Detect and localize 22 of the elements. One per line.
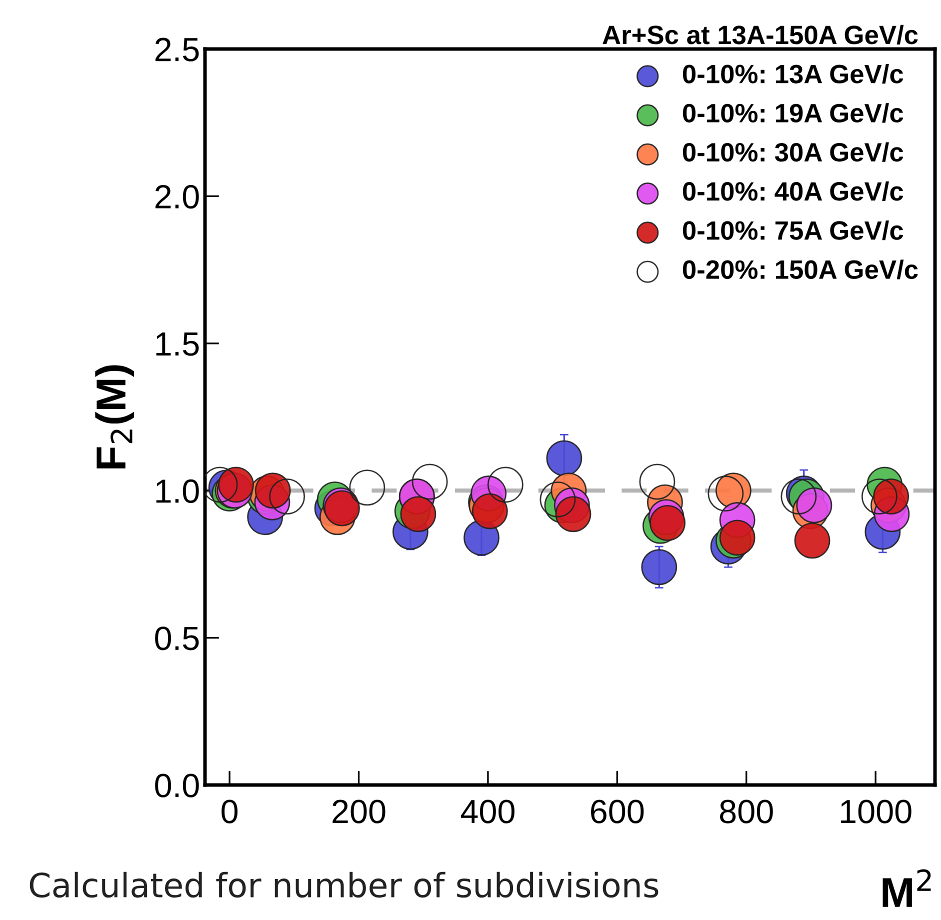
x-tick-label: 600 <box>591 800 644 824</box>
y-tick-label: 0.0 <box>155 774 199 798</box>
y-tick-label: 1.5 <box>156 332 199 356</box>
legend-label: 0-10%: 19A GeV/c <box>682 103 904 123</box>
legend-label: 0-10%: 30A GeV/c <box>682 142 904 162</box>
y-tick-label: 2.5 <box>155 38 199 62</box>
legend-label: 0-10%: 40A GeV/c <box>682 181 904 202</box>
y-axis-title: F$_{2}$(M) <box>95 365 134 468</box>
legend-label: 0-20%: 150A GeV/c <box>682 260 918 280</box>
legend-label: 0-10%: 13A GeV/c <box>682 64 904 84</box>
x-tick-label: 1000 <box>841 800 912 824</box>
x-tick-label: 400 <box>460 800 514 824</box>
y-tick-label: 0.5 <box>155 626 199 650</box>
x-tick-label: 0 <box>222 800 238 824</box>
x-tick-label: 800 <box>720 800 773 824</box>
x-axis-title: M$^{2}$ <box>882 869 931 907</box>
legend-title: Ar+Sc at 13A-150A GeV/c <box>602 24 918 45</box>
y-tick-label: 1.0 <box>156 479 199 504</box>
y-tick-label: 2.0 <box>155 185 199 209</box>
text: Calculated for number of subdivisions <box>30 872 658 898</box>
x-tick-label: 200 <box>332 800 386 824</box>
legend-label: 0-10%: 75A GeV/c <box>682 220 904 240</box>
